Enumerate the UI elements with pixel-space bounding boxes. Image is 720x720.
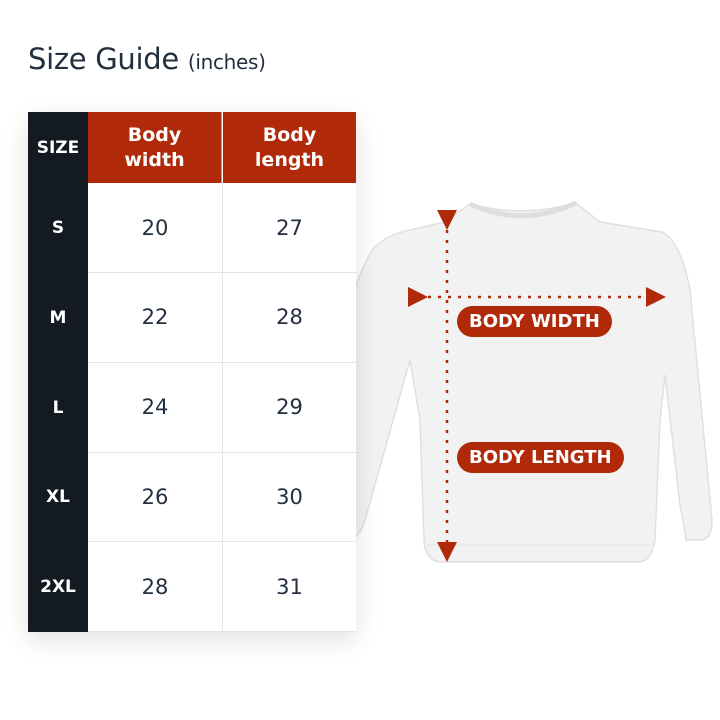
sweatshirt-icon [317,200,713,563]
size-table: SIZE Body width Body length S 20 27 M 22 28 L 2… [28,112,356,633]
row-body-length: 31 [223,542,356,633]
row-body-width: 24 [88,362,223,453]
row-body-width: 26 [88,452,223,543]
title-unit: (inches) [187,50,266,74]
header-size: SIZE [28,112,88,183]
size-column-bg [28,183,88,632]
row-body-width: 28 [88,542,223,633]
row-size: L [52,397,64,418]
row-body-width: 20 [88,183,223,273]
row-body-length: 28 [223,273,356,363]
row-body-width: 22 [88,272,223,363]
row-body-length: 27 [223,183,356,273]
header-body-length-text: Body length [254,123,325,171]
row-body-length: 30 [223,452,356,543]
row-size: XL [46,487,70,508]
body-length-label: BODY LENGTH [457,442,624,473]
row-size: 2XL [40,577,76,598]
header-body-width-text: Body width [124,123,185,171]
row-body-length: 29 [223,363,356,453]
header-body-length: Body length [223,112,356,183]
header-body-width: Body width [88,112,222,183]
row-size: S [51,218,65,238]
page-title: Size Guide (inches) [28,42,266,76]
title-main: Size Guide [28,42,179,76]
row-size: M [49,307,67,328]
body-width-label: BODY WIDTH [457,306,612,337]
